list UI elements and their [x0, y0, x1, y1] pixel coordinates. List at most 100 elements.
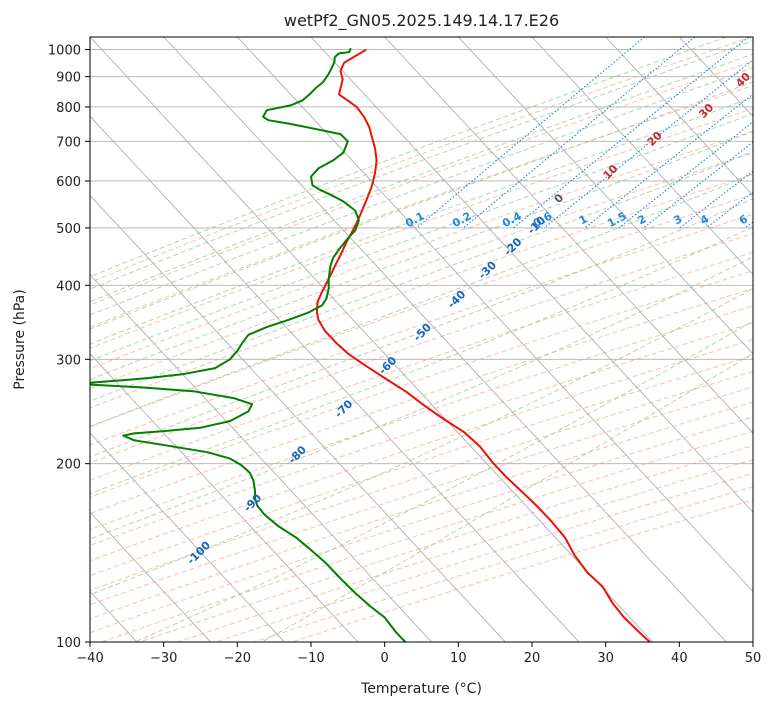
moist-adiabat-line — [90, 256, 753, 540]
dry-adiabat-line — [90, 401, 753, 620]
skewed-isotherms — [0, 37, 753, 642]
mixing-ratio-label: 1.5 — [605, 209, 628, 230]
moist-adiabat-label: -20 — [501, 235, 524, 258]
mixing-ratio-lines — [416, 37, 753, 229]
moist-adiabat-line — [261, 352, 753, 642]
dry-adiabat-line — [90, 193, 753, 428]
mixing-ratio-line — [679, 170, 753, 229]
y-axis-ticks: 100 200 300 400 500 600 700 800 900 1000 — [48, 44, 90, 651]
x-tick-label: 0 — [381, 651, 389, 666]
y-tick-label: 400 — [56, 279, 81, 294]
y-tick-label: 1000 — [48, 44, 81, 59]
x-axis-title: Temperature (°C) — [360, 681, 482, 697]
dry-adiabat-line — [90, 287, 753, 515]
y-tick-label: 700 — [56, 135, 81, 150]
moist-adiabat-label: -30 — [476, 258, 499, 281]
x-tick-label: −30 — [150, 651, 177, 666]
mixing-ratio-label: 2 — [635, 212, 648, 227]
isotherm-line — [90, 194, 506, 642]
x-tick-label: 20 — [524, 651, 541, 666]
dry-adiabat-line — [90, 370, 753, 591]
isotherm-line — [384, 37, 753, 434]
y-tick-label: 300 — [56, 353, 81, 368]
y-tick-label: 100 — [56, 636, 81, 651]
isotherm-line — [458, 37, 753, 355]
mixing-ratio-line — [463, 37, 696, 229]
isotherm-line — [90, 115, 580, 642]
dewpoint-profile-line — [90, 47, 407, 642]
moist-adiabat-line — [134, 320, 753, 642]
dry-adiabat-line — [90, 270, 753, 498]
chart-title: wetPf2_GN05.2025.149.14.17.E26 — [284, 11, 559, 31]
mixing-ratio-label: 1 — [577, 212, 590, 227]
dry-adiabat-line — [90, 305, 753, 531]
mixing-ratio-line — [618, 121, 753, 229]
isotherm-line — [752, 37, 753, 38]
dry-adiabat-label: 40 — [733, 70, 753, 90]
mixing-ratio-line — [513, 37, 749, 229]
isotherm-line — [605, 37, 753, 197]
y-tick-label: 800 — [56, 101, 81, 116]
dry-adiabat-line — [90, 233, 753, 464]
x-tick-label: −20 — [224, 651, 251, 666]
plot-area: 0.10.20.40.611.52346810131620253036-100-… — [0, 37, 775, 642]
moist-adiabat-line — [90, 53, 753, 303]
isotherm-line — [0, 37, 63, 642]
dry-adiabat-label: 20 — [645, 129, 665, 149]
moist-adiabat-line — [90, 112, 753, 362]
mixing-ratio-line — [643, 141, 753, 229]
mixing-ratio-label: 0.1 — [403, 209, 426, 230]
mixing-ratio-label: 4 — [698, 212, 711, 227]
dry-adiabat-label: 0 — [552, 191, 567, 206]
dry-adiabat-line — [90, 152, 753, 390]
x-tick-label: 30 — [597, 651, 614, 666]
y-tick-label: 600 — [56, 175, 81, 190]
dry-adiabat-line — [90, 386, 753, 606]
dry-adiabat-line — [90, 338, 753, 562]
isotherm-line — [90, 432, 285, 642]
moist-adiabat-label: -40 — [445, 288, 468, 311]
isotherm-line — [237, 37, 753, 593]
dry-adiabat-line — [177, 459, 753, 642]
isotherm-line — [531, 37, 753, 276]
dry-adiabat-line — [90, 251, 753, 481]
isotherm-line — [90, 353, 359, 642]
moist-adiabat-line — [90, 40, 753, 290]
dry-adiabat-label: 10 — [601, 162, 621, 182]
isotherm-line — [90, 273, 432, 642]
dry-adiabat-line — [90, 60, 753, 306]
mixing-ratio-line — [584, 93, 753, 229]
moist-adiabat-line — [90, 37, 727, 278]
mixing-ratio-line — [543, 59, 753, 229]
dry-adiabat-line — [90, 130, 753, 370]
moist-adiabats — [90, 37, 753, 642]
temperature-profile-line — [315, 48, 651, 642]
mixing-ratio-label: 0.4 — [500, 209, 524, 230]
isotherm-line — [90, 37, 653, 642]
x-tick-label: −40 — [76, 651, 103, 666]
dry-adiabat-line — [215, 472, 753, 642]
moist-adiabat-line — [90, 67, 753, 316]
y-tick-label: 900 — [56, 71, 81, 86]
x-axis-ticks: −40 −30 −20 −10 0 10 20 30 40 50 — [76, 642, 761, 666]
moist-adiabat-line — [90, 130, 753, 381]
y-axis-title: Pressure (hPa) — [12, 289, 28, 389]
moist-adiabat-line — [90, 173, 753, 427]
y-tick-label: 200 — [56, 458, 81, 473]
moist-adiabat-line — [90, 226, 753, 495]
isobar-gridlines — [90, 49, 753, 642]
dry-adiabat-line — [292, 499, 753, 642]
dry-adiabat-line — [90, 84, 753, 328]
y-tick-label: 500 — [56, 222, 81, 237]
dry-adiabat-line — [90, 37, 752, 283]
moist-adiabat-line — [90, 81, 753, 330]
isotherm-line — [679, 37, 753, 117]
isotherm-line — [163, 37, 727, 642]
mixing-ratio-line — [416, 37, 645, 229]
dry-adiabat-line — [90, 173, 753, 409]
dry-adiabat-line — [90, 108, 753, 349]
isotherm-line — [310, 37, 753, 513]
x-tick-label: 50 — [745, 651, 762, 666]
mixing-ratio-label: 8 — [766, 212, 775, 227]
